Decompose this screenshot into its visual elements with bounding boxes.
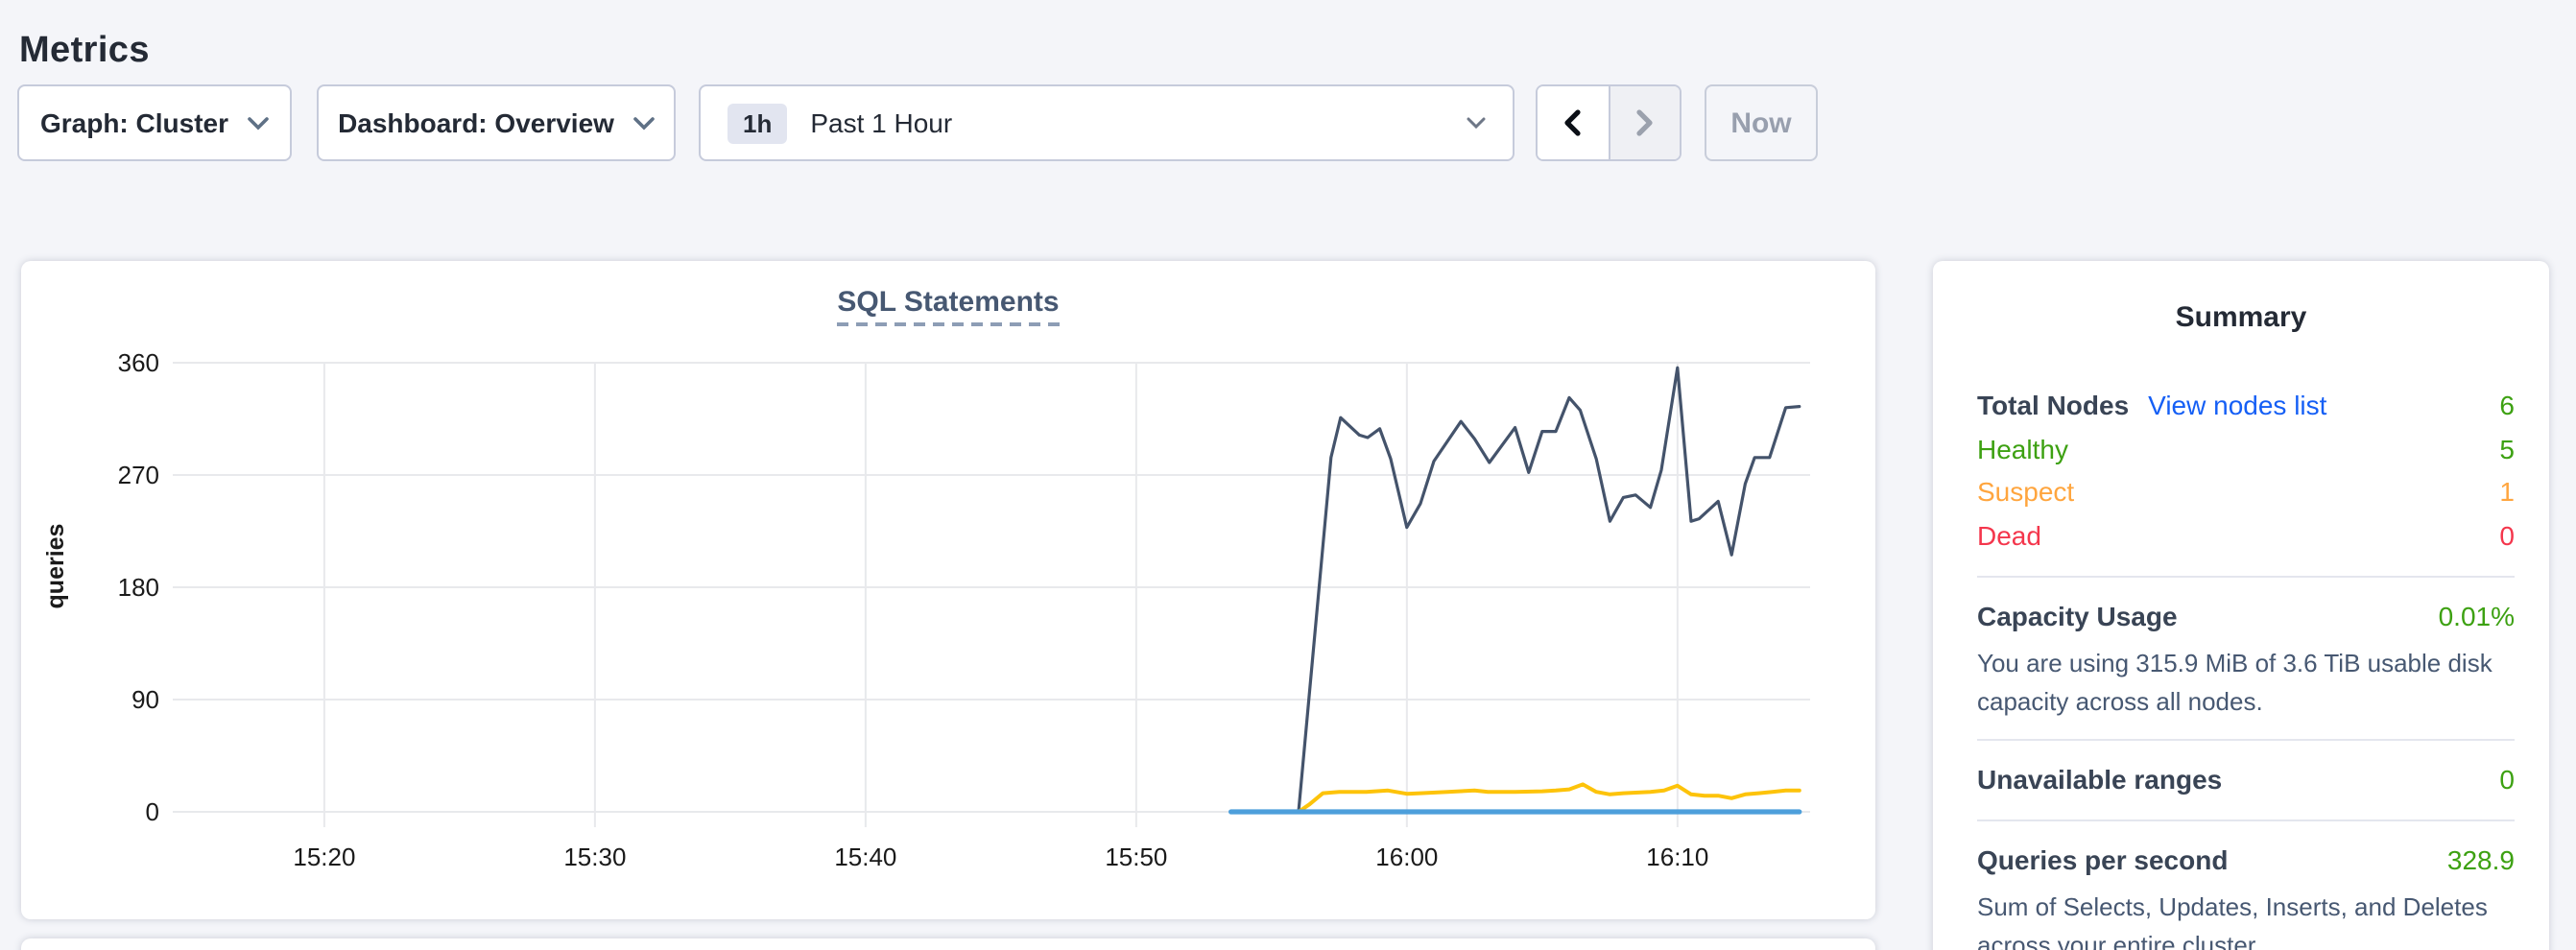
chevron-right-icon	[1635, 109, 1655, 136]
dashboard-dropdown-label: Dashboard: Overview	[338, 107, 614, 138]
dead-value: 0	[2499, 519, 2515, 550]
divider	[1977, 576, 2515, 578]
capacity-usage-row: Capacity Usage 0.01%	[1977, 597, 2515, 637]
dashboard-dropdown[interactable]: Dashboard: Overview	[317, 84, 676, 161]
next-time-window-button[interactable]	[1608, 86, 1680, 159]
divider	[1977, 739, 2515, 741]
healthy-label: Healthy	[1977, 433, 2068, 463]
summary-body: Total Nodes View nodes list 6 Healthy 5 …	[1933, 384, 2549, 950]
unavailable-ranges-label: Unavailable ranges	[1977, 764, 2223, 795]
queries-per-second-row: Queries per second 328.9	[1977, 841, 2515, 881]
x-tick-label: 15:20	[293, 843, 355, 871]
suspect-nodes-row: Suspect 1	[1977, 470, 2515, 513]
sql-statements-plot[interactable]: 0 90 180 270 360 15:20 15:30 15:40 15:50 16:00 16:…	[21, 261, 1875, 917]
time-range-label: Past 1 Hour	[810, 107, 953, 138]
series-yellow-line	[1297, 782, 1801, 814]
dead-nodes-row: Dead 0	[1977, 513, 2515, 557]
y-tick-label: 90	[131, 685, 159, 714]
unavailable-ranges-row: Unavailable ranges 0	[1977, 760, 2515, 800]
y-tick-label: 180	[118, 573, 159, 602]
x-tick-label: 15:30	[563, 843, 626, 871]
unavailable-ranges-value: 0	[2499, 764, 2515, 795]
time-range-selector[interactable]: 1h Past 1 Hour	[699, 84, 1515, 161]
healthy-nodes-row: Healthy 5	[1977, 427, 2515, 470]
queries-per-second-value: 328.9	[2446, 844, 2515, 875]
time-range-badge: 1h	[727, 103, 788, 143]
x-tick-label: 16:10	[1646, 843, 1708, 871]
y-axis-label: queries	[42, 524, 69, 609]
time-window-pager	[1536, 84, 1682, 161]
y-tick-label: 0	[146, 797, 159, 826]
now-button-label: Now	[1730, 107, 1792, 139]
queries-per-second-label: Queries per second	[1977, 844, 2229, 875]
series-navy-line	[1297, 366, 1801, 814]
y-tick-label: 270	[118, 461, 159, 489]
y-tick-label: 360	[118, 348, 159, 377]
chevron-down-icon	[1467, 117, 1486, 129]
total-nodes-value: 6	[2499, 390, 2515, 420]
summary-title: Summary	[2175, 301, 2307, 334]
capacity-usage-value: 0.01%	[2438, 601, 2515, 631]
x-tick-label: 16:00	[1375, 843, 1438, 871]
x-tick-label: 15:40	[834, 843, 896, 871]
graph-dropdown-label: Graph: Cluster	[39, 107, 228, 138]
capacity-usage-label: Capacity Usage	[1977, 601, 2178, 631]
page-title: Metrics	[19, 30, 150, 71]
suspect-label: Suspect	[1977, 476, 2075, 507]
next-chart-card	[21, 938, 1875, 950]
x-tick-label: 15:50	[1105, 843, 1167, 871]
chevron-left-icon	[1563, 109, 1583, 136]
previous-time-window-button[interactable]	[1538, 86, 1608, 159]
suspect-value: 1	[2499, 476, 2515, 507]
chevron-down-icon	[633, 116, 655, 130]
capacity-usage-description: You are using 315.9 MiB of 3.6 TiB usabl…	[1977, 649, 2493, 715]
total-nodes-label: Total Nodes	[1977, 390, 2130, 420]
dead-label: Dead	[1977, 519, 2041, 550]
summary-panel: Summary Total Nodes View nodes list 6 He…	[1933, 261, 2549, 950]
graph-dropdown[interactable]: Graph: Cluster	[17, 84, 292, 161]
queries-per-second-description: Sum of Selects, Updates, Inserts, and De…	[1977, 892, 2488, 950]
chart-title-wrap: SQL Statements	[21, 286, 1875, 326]
total-nodes-row: Total Nodes View nodes list 6	[1977, 384, 2515, 427]
now-button[interactable]: Now	[1705, 84, 1818, 161]
healthy-value: 5	[2499, 433, 2515, 463]
chevron-down-icon	[248, 116, 269, 130]
divider	[1977, 819, 2515, 821]
view-nodes-list-link[interactable]: View nodes list	[2148, 390, 2327, 420]
sql-statements-chart-card: SQL Statements 0 90 180 270 360 15:20 15:30 15:…	[21, 261, 1875, 919]
chart-title-link[interactable]: SQL Statements	[837, 286, 1060, 326]
